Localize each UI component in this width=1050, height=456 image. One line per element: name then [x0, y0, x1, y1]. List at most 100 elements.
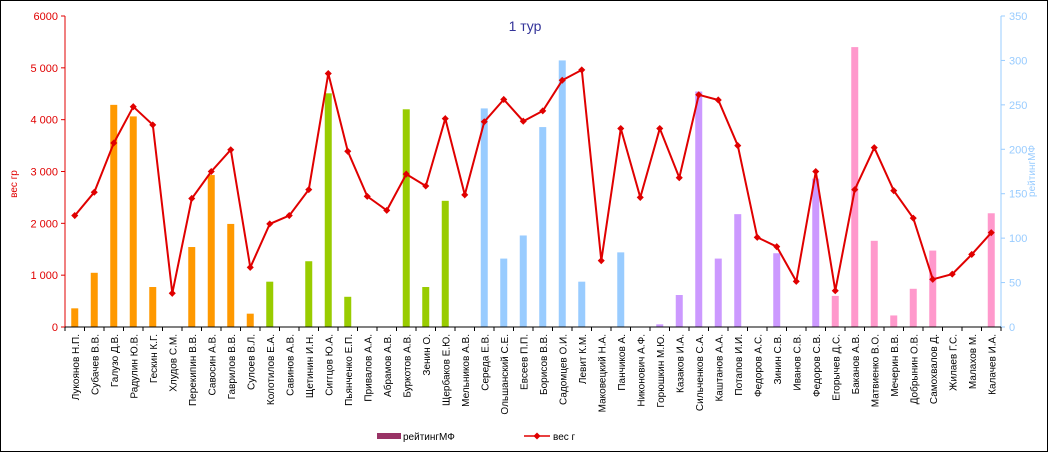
- category-label: Сильченков С.А.: [695, 334, 706, 411]
- category-label: Буркотов А.В.: [402, 334, 413, 398]
- bar-rating: [110, 104, 118, 327]
- bar-rating: [324, 93, 332, 327]
- legend-marker-weight: [533, 432, 541, 440]
- category-label: Абрамов А.В.: [382, 334, 394, 397]
- bar-rating: [344, 296, 352, 327]
- weight-point: [851, 186, 859, 194]
- category-label: Лукоянов Н.П.: [71, 334, 82, 400]
- category-label: Щербаков Е.Ю.: [440, 334, 452, 406]
- category-label: Калачев И.А.: [987, 334, 998, 395]
- weight-point: [129, 103, 137, 111]
- weight-point: [929, 275, 937, 283]
- weight-point: [617, 124, 625, 133]
- y-tick-label: 6000: [34, 11, 58, 23]
- legend-label-weight: вес г: [553, 432, 576, 443]
- y-tick-label: 3 000: [30, 167, 58, 179]
- category-label: Федоров С.В.: [812, 334, 823, 397]
- weight-point: [344, 147, 352, 155]
- category-label: Иванов С.В.: [792, 334, 803, 391]
- bar-rating: [578, 281, 586, 327]
- weight-point: [207, 167, 215, 176]
- weight-point: [71, 212, 79, 220]
- bar-rating: [539, 127, 547, 327]
- category-label: Зенин О.: [422, 334, 433, 376]
- category-label: Маковецкий Н.А.: [597, 334, 608, 412]
- bar-rating: [441, 200, 449, 327]
- y2-tick-label: 100: [1009, 233, 1027, 245]
- bar-rating: [227, 223, 235, 327]
- category-label: Савосин А.В.: [207, 334, 218, 395]
- weight-point: [461, 191, 469, 199]
- bar-rating: [773, 253, 781, 327]
- category-label: Никонович А.Ф.: [636, 334, 647, 407]
- category-label: Жилаев Г.С.: [948, 334, 959, 391]
- y-tick-label: 5 000: [30, 63, 58, 75]
- y-tick-label: 2 000: [30, 218, 58, 230]
- legend-label-rating: рейтингМФ: [403, 432, 455, 443]
- bar-rating: [422, 287, 430, 327]
- weight-point: [90, 188, 98, 196]
- bar-series: [71, 47, 995, 328]
- category-label: Баканов А.В.: [851, 334, 862, 394]
- bar-rating: [519, 235, 527, 327]
- category-label: Середа Е.В.: [480, 334, 491, 391]
- category-label: Матвиенко В.О.: [870, 334, 881, 407]
- category-label: Егорычев Д.С.: [831, 334, 842, 401]
- weight-point: [285, 212, 293, 220]
- bar-rating: [266, 281, 274, 327]
- y2-tick-label: 150: [1009, 189, 1027, 201]
- weight-point: [402, 170, 410, 178]
- category-label: Казаков И.А.: [675, 334, 686, 393]
- weight-point: [578, 66, 586, 74]
- y2-tick-label: 0: [1009, 322, 1015, 334]
- weight-point: [383, 206, 391, 214]
- bar-rating: [870, 240, 878, 327]
- weight-point: [519, 117, 527, 125]
- category-label: Пьянченко Е.П.: [344, 334, 355, 406]
- x-tick-labels: Лукоянов Н.П. Субачев В.В. Галузо Д.В. Раду…: [71, 334, 999, 415]
- category-label: Щетинин И.Н.: [305, 334, 316, 398]
- category-label: Привалов А.А.: [363, 334, 374, 402]
- category-label: Перекипин В.В.: [188, 334, 199, 406]
- category-label: Савинов А.В.: [285, 334, 296, 396]
- bar-rating: [305, 261, 313, 327]
- category-label: Малахов М.: [968, 334, 979, 389]
- weight-point: [773, 243, 781, 251]
- weight-point: [188, 194, 196, 202]
- weight-point: [831, 287, 839, 295]
- y-tick-label: 4 000: [30, 115, 58, 127]
- weight-point: [675, 174, 683, 182]
- weight-point: [792, 277, 800, 285]
- weight-point: [539, 107, 547, 115]
- weight-point: [948, 270, 956, 278]
- bar-rating: [734, 214, 742, 327]
- category-label: Панчиков А.: [617, 334, 628, 391]
- category-label: Зинин С.В.: [773, 334, 784, 384]
- category-label: Сулоев В.Л.: [246, 334, 257, 390]
- bar-rating: [90, 272, 98, 327]
- weight-point: [441, 115, 449, 123]
- category-label: Галузо Д.В.: [110, 334, 121, 387]
- weight-point: [714, 96, 722, 104]
- y2-axis-label: рейтингМФ: [1027, 145, 1038, 197]
- weight-point: [266, 220, 274, 228]
- category-label: Мечерин В.В.: [890, 334, 901, 397]
- category-label: Борисов В.В.: [539, 334, 550, 395]
- bar-rating: [558, 60, 566, 328]
- bar-rating: [500, 258, 508, 327]
- category-label: Добрынин О.В.: [908, 334, 920, 404]
- weight-point: [305, 186, 313, 194]
- bar-rating: [656, 324, 664, 327]
- weight-point: [110, 139, 118, 147]
- weight-point: [558, 76, 566, 84]
- category-label: Радулин Ю.В.: [129, 334, 140, 399]
- category-label: Субачев В.В.: [89, 334, 101, 395]
- bar-rating: [890, 315, 898, 327]
- weight-point: [812, 167, 820, 176]
- y2-tick-label: 300: [1009, 55, 1027, 67]
- weight-point: [480, 118, 488, 126]
- weight-point: [753, 233, 761, 241]
- y-axis-label: вес гр: [9, 170, 20, 198]
- bar-rating: [812, 178, 820, 327]
